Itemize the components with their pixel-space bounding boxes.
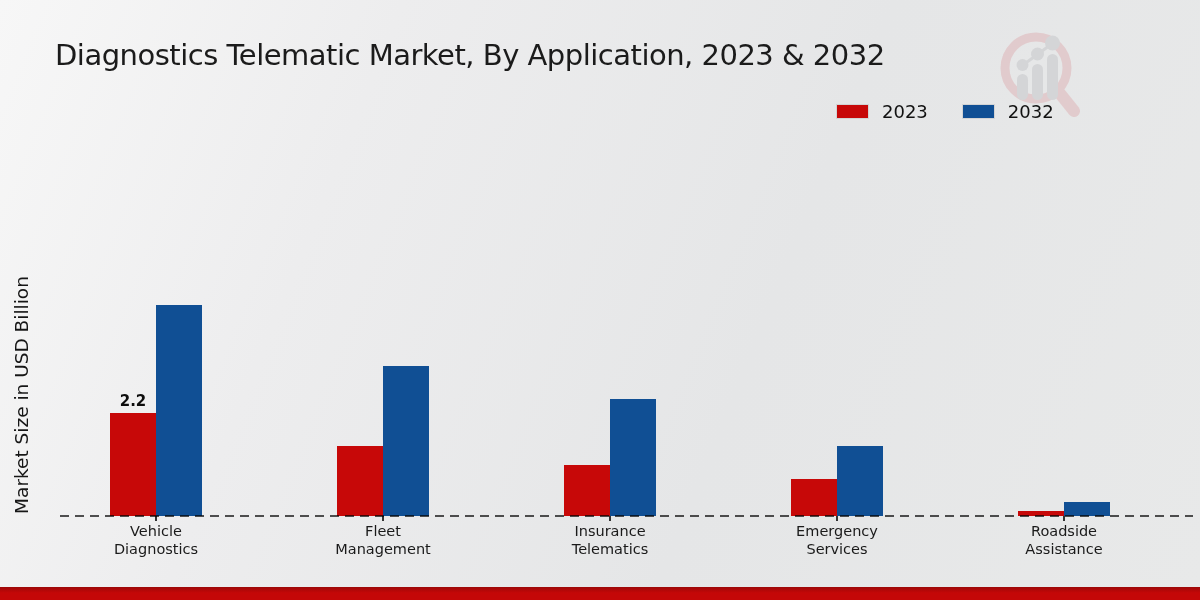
bar-2032-roadside-assistance [1064,502,1110,516]
x-axis-category-label: Insurance Telematics [525,523,695,558]
x-axis-category-label: Roadside Assistance [979,523,1149,558]
bar-2023-vehicle-diagnostics [110,413,156,516]
bar-2032-fleet-management [383,366,429,516]
bar-2032-vehicle-diagnostics [156,305,202,516]
footer-bar [0,587,1200,600]
x-axis-category-label: Emergency Services [752,523,922,558]
bar-2032-insurance-telematics [610,399,656,516]
x-axis-category-label: Fleet Management [298,523,468,558]
x-axis-baseline [60,515,1193,517]
chart-canvas: Diagnostics Telematic Market, By Applica… [0,0,1200,600]
bar-2023-fleet-management [337,446,383,516]
bar-2032-emergency-services [837,446,883,516]
bar-2023-insurance-telematics [564,465,610,516]
x-axis-category-label: Vehicle Diagnostics [71,523,241,558]
plot-area: Vehicle Diagnostics Fleet Management Insur… [0,0,1200,600]
bar-value-label: 2.2 [110,392,156,410]
bar-2023-emergency-services [791,479,837,516]
